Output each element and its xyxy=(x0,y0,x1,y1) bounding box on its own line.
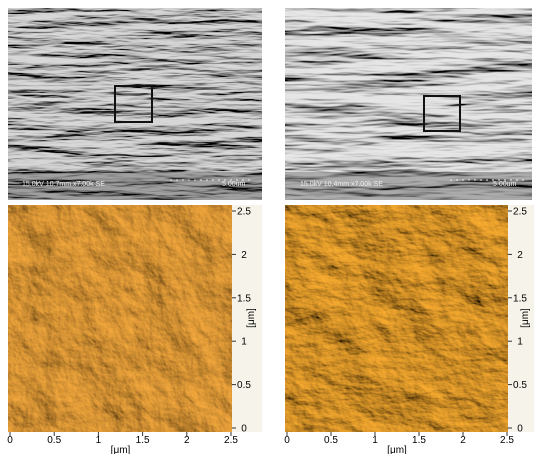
scale-bar-label: 5.00um xyxy=(222,181,246,188)
x-tick-label: 2.5 xyxy=(500,435,514,446)
y-tick-label: 0.5 xyxy=(513,380,527,391)
sem-info: 15.0kV 10.7mm x7.00k SE xyxy=(22,181,105,188)
x-tick-label: 0 xyxy=(284,435,290,446)
x-tick-label: 1.5 xyxy=(412,435,426,446)
figure: 15.0kV 10.7mm x7.00k SE 5.00um 15.0kV 10… xyxy=(0,0,535,454)
y-tick-label: 0 xyxy=(241,424,247,435)
x-tick-label: 1 xyxy=(96,435,102,446)
x-tick-label: 0.5 xyxy=(47,435,61,446)
x-tick-label: 0.5 xyxy=(324,435,338,446)
x-tick-label: 2.5 xyxy=(224,435,238,446)
afm-image xyxy=(8,205,232,432)
y-unit: [μm] xyxy=(246,308,257,328)
x-unit: [μm] xyxy=(111,445,131,454)
scale-bar-label: 5.00um xyxy=(493,181,517,188)
afm-image xyxy=(285,205,508,432)
y-unit: [μm] xyxy=(520,308,531,328)
y-tick-label: 2.5 xyxy=(237,207,251,218)
x-tick-label: 2 xyxy=(460,435,466,446)
x-tick-label: 1.5 xyxy=(136,435,150,446)
x-tick-label: 2 xyxy=(184,435,190,446)
y-tick-label: 1.5 xyxy=(513,293,527,304)
y-tick-label: 2 xyxy=(241,250,247,261)
y-tick-label: 1 xyxy=(517,337,523,348)
x-tick-label: 1 xyxy=(372,435,378,446)
x-tick-label: 0 xyxy=(7,435,13,446)
sem-info: 15.0kV 10.4mm x7.00k SE xyxy=(300,181,383,188)
y-tick-label: 0 xyxy=(517,424,523,435)
y-tick-label: 1 xyxy=(241,337,247,348)
y-tick-label: 2 xyxy=(517,250,523,261)
sem-image xyxy=(8,8,262,200)
y-tick-label: 2.5 xyxy=(513,207,527,218)
y-tick-label: 0.5 xyxy=(237,380,251,391)
sem-image xyxy=(285,8,532,200)
x-unit: [μm] xyxy=(387,445,407,454)
y-tick-label: 1.5 xyxy=(237,293,251,304)
